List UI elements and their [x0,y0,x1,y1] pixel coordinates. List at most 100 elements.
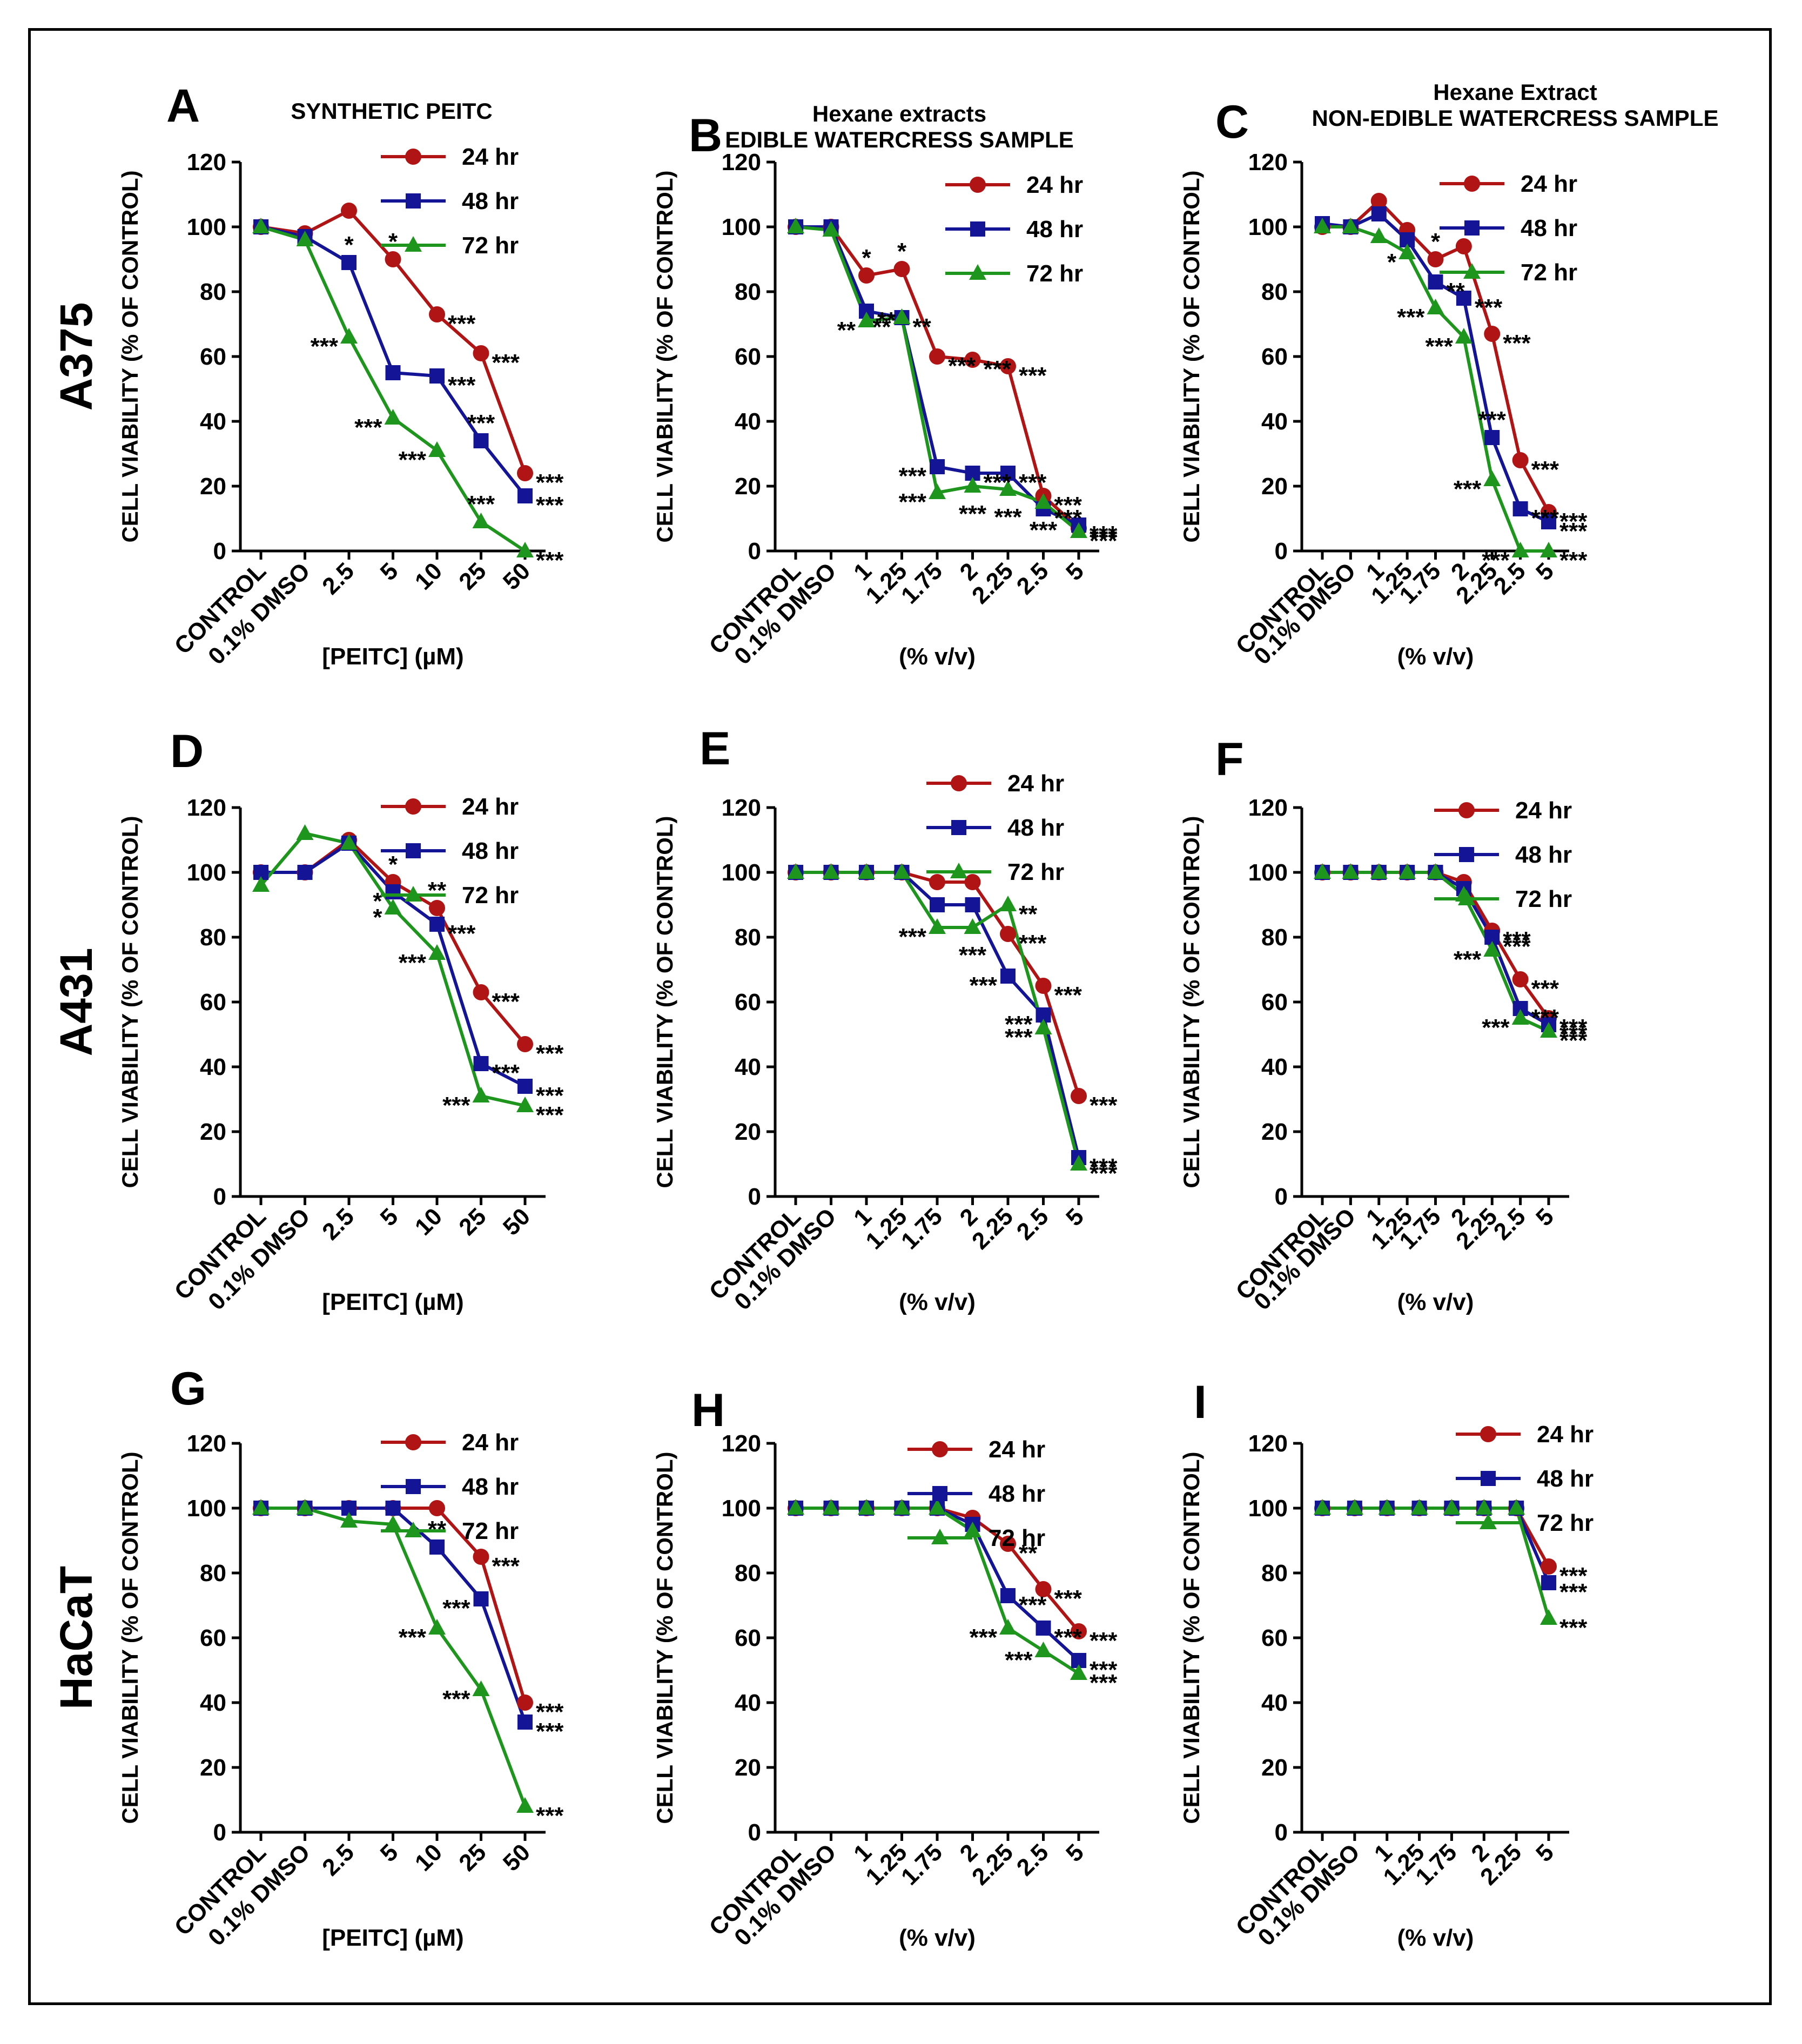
panel-a-series-2-point [384,409,402,425]
panel-b-series-2-point [822,221,840,237]
panel-d-series-1-point [517,1079,533,1094]
panel-c-y-tick-label: 120 [1248,149,1288,176]
panel-g-significance-label: *** [492,1553,520,1579]
panel-h-series-2-point [929,1499,946,1515]
panel-c-series-1-point [1428,274,1443,290]
panel-a-significance-label: *** [354,414,382,441]
row-label-0: A375 [51,302,102,411]
panel-d-significance-label: * [388,851,398,878]
panel-g-series-2-point [296,1499,314,1515]
panel-g-legend-label: 24 hr [462,1429,519,1456]
panel-a-y-axis-title: CELL VIABILITY (% OF CONTROL) [117,170,143,542]
panel-g-series-1-point [517,1714,533,1730]
panel-a-series-2-point [472,513,490,528]
panel-a-significance-label: *** [399,447,427,473]
panel-h-series-2-point [787,1499,804,1515]
panel-i-series-2-point [1378,1499,1396,1515]
panel-d-legend-marker [406,843,421,858]
panel-a-significance-label: *** [492,349,520,376]
panel-d-x-tick-label: 10 [410,1203,447,1240]
panel-c-significance-label: *** [1478,407,1507,433]
panel-g-significance-label: *** [442,1686,470,1712]
panel-e-y-tick-label: 100 [722,859,761,886]
panel-e-significance-label: *** [1090,1154,1118,1180]
panel-e-legend-marker [951,775,967,791]
panel-f-legend-marker [1459,847,1474,862]
panel-a-significance-label: *** [467,491,495,517]
panel-c-legend-label: 24 hr [1521,171,1577,197]
panel-b-x-tick-label: 5 [1061,557,1089,586]
panel-c-series-1-point [1371,206,1387,221]
panel-a-significance-label: *** [448,372,476,399]
panel-d-x-tick-label: 50 [498,1203,535,1240]
panel-h-y-tick-label: 100 [722,1495,761,1522]
panel-a-y-tick-label: 80 [200,279,226,305]
panel-c-legend-marker [1464,220,1480,236]
panel-a-y-tick-label: 120 [187,149,226,176]
panel-e-y-axis-title: CELL VIABILITY (% OF CONTROL) [652,816,677,1188]
panel-g-series-0-point [517,1695,533,1711]
panel-c-x-tick-label: 5 [1531,557,1559,586]
panel-d-legend-label: 72 hr [462,882,519,909]
panel-b-y-tick-label: 20 [735,473,761,500]
panel-e-series-2-point [964,918,981,934]
panel-c-significance-label: *** [1475,294,1503,321]
panel-e-legend-label: 72 hr [1007,859,1064,885]
panel-h-significance-label: *** [1054,1585,1082,1612]
panel-b-x-tick-label: 2.5 [1012,557,1054,600]
panel-c-series-1-point [1456,291,1471,306]
panel-b-legend-marker [970,221,985,237]
panel-b-y-tick-label: 60 [735,344,761,370]
panel-e-significance-label: *** [1005,1024,1033,1051]
panel-a-series-2-point [252,218,270,233]
panel-d-x-tick-label: 25 [454,1203,491,1240]
panel-f-series-2-point [1427,863,1444,879]
panel-e-legend-marker [951,820,966,835]
panel-b-significance-label: ** [872,314,891,340]
panel-c-significance-label: *** [1559,547,1588,574]
panel-h-series-2-point [964,1522,981,1537]
panel-e-significance-label: *** [1019,930,1047,957]
panel-b-significance-label: ** [913,314,932,340]
panel-c-series-2-point [1314,218,1331,233]
panel-f-significance-label: *** [1531,976,1559,1002]
panel-h-significance-label: *** [1019,1592,1047,1618]
panel-c-legend-label: 72 hr [1521,259,1577,286]
panel-a-y-tick-label: 40 [200,408,226,435]
panel-a-legend-label: 24 hr [462,144,519,170]
panel-c-y-tick-label: 20 [1261,473,1288,500]
panel-e-series-1-point [965,897,980,912]
panel-a-series-0-point [473,345,489,361]
panel-d-y-tick-label: 120 [187,795,226,821]
panel-e-x-axis-title: (% v/v) [899,1289,976,1315]
panel-c-significance-label: *** [1559,508,1588,535]
panel-b-series-2-point [858,312,875,327]
panel-h-series-0-point [1071,1623,1087,1639]
panel-e-legend-marker [950,863,967,878]
panel-e-series-1-point [930,897,945,912]
panel-c-y-axis-title: CELL VIABILITY (% OF CONTROL) [1179,170,1204,542]
row-label-2: HaCaT [51,1566,102,1710]
panel-h-y-tick-label: 0 [748,1819,761,1846]
panel-d-significance-label: *** [448,920,476,947]
panel-f-significance-label: *** [1503,933,1531,960]
panel-a-y-tick-label: 20 [200,473,226,500]
panel-b-x-axis-title: (% v/v) [899,643,976,670]
panel-a-x-tick-label: 10 [410,557,447,595]
panel-e-significance-label: *** [1054,982,1082,1008]
panel-g-significance-label: *** [536,1803,564,1829]
panel-e-series-2-point [929,918,946,934]
panel-h-significance-label: *** [1054,1624,1082,1651]
panel-g-y-tick-label: 20 [200,1754,226,1781]
panel-d-series-1-point [429,917,445,932]
panel-e-series-2-point [1034,1019,1052,1034]
panel-a-title: SYNTHETIC PEITC [291,98,492,124]
panel-g-series-1-point [473,1591,489,1606]
panel-g-x-axis-title: [PEITC] (µM) [322,1925,463,1951]
panel-f-x-axis-title: (% v/v) [1397,1289,1474,1315]
